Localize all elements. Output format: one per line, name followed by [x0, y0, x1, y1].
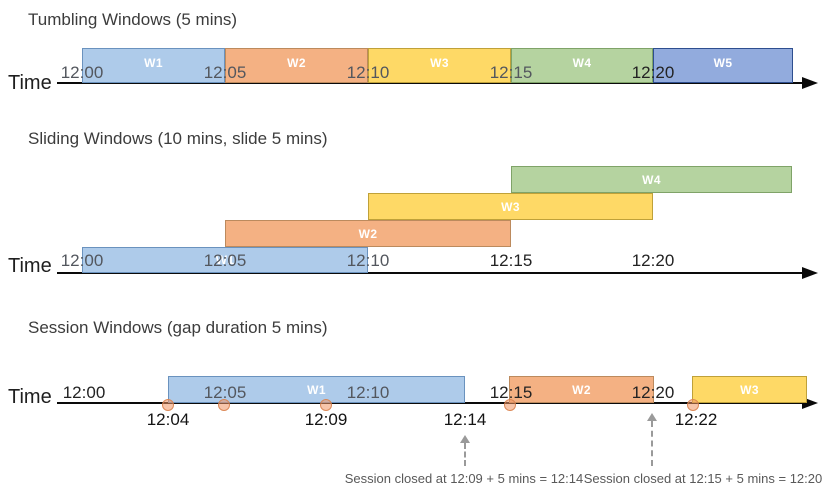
sliding-tick: 12:10	[346, 251, 390, 270]
session-tick: 12:20	[631, 383, 675, 402]
window-label: W1	[307, 382, 326, 397]
tumbling-time-axis-label: Time	[8, 72, 52, 94]
event-time-label: 12:22	[674, 410, 718, 429]
sliding-tick: 12:15	[489, 251, 533, 270]
session-tick: 12:15	[489, 383, 533, 402]
event-dot	[687, 399, 699, 411]
tumbling-timeline	[57, 82, 803, 84]
tumbling-tick: 12:10	[346, 63, 390, 82]
session-tick: 12:10	[346, 383, 390, 402]
event-time-label: 12:14	[443, 410, 487, 429]
session-window-w1: W1	[168, 376, 465, 403]
sliding-timeline	[57, 272, 803, 274]
window-label: W4	[642, 172, 661, 187]
session-close-arrow-icon	[647, 413, 657, 421]
tumbling-tick: 12:15	[489, 63, 533, 82]
window-label: W3	[501, 199, 520, 214]
event-dot	[162, 399, 174, 411]
sliding-tick: 12:00	[60, 251, 104, 270]
tumbling-window-w3: W3	[368, 48, 511, 83]
window-label: W2	[358, 226, 378, 241]
window-label: W3	[430, 56, 449, 70]
tumbling-window-w5: W5	[653, 48, 793, 83]
window-label: W3	[740, 382, 759, 397]
session-window-w3: W3	[692, 376, 807, 403]
tumbling-tick: 12:20	[631, 63, 675, 82]
sliding-window-w3: W3	[368, 193, 653, 220]
tumbling-window-w2: W2	[225, 48, 368, 83]
sliding-section-title: Sliding Windows (10 mins, slide 5 mins)	[28, 129, 328, 148]
session-close-arrow-icon	[460, 435, 470, 443]
tumbling-tick: 12:05	[203, 63, 247, 82]
session-close-arrow-line	[651, 421, 653, 466]
tumbling-window-w4: W4	[511, 48, 653, 83]
sliding-time-axis-label: Time	[8, 255, 52, 277]
tumbling-window-w1: W1	[82, 48, 225, 83]
event-dot	[320, 399, 332, 411]
session-section-title: Session Windows (gap duration 5 mins)	[28, 318, 328, 337]
sliding-tick: 12:20	[631, 251, 675, 270]
session-tick: 12:00	[62, 383, 106, 402]
session-close-annotation: Session closed at 12:09 + 5 mins = 12:14	[344, 471, 584, 486]
sliding-window-w2: W2	[225, 220, 511, 247]
sliding-window-w1: W1	[82, 247, 368, 273]
window-label: W4	[572, 56, 592, 70]
sliding-tick: 12:05	[203, 251, 247, 270]
tumbling-section-title: Tumbling Windows (5 mins)	[28, 10, 238, 29]
tumbling-tick: 12:00	[60, 63, 104, 82]
event-dot	[504, 399, 516, 411]
event-time-label: 12:09	[304, 410, 348, 429]
session-tick: 12:05	[203, 383, 247, 402]
event-time-label: 12:04	[146, 410, 190, 429]
sliding-timeline-arrow-icon	[802, 267, 818, 279]
window-label: W5	[713, 56, 733, 70]
window-label: W1	[215, 253, 235, 267]
sliding-window-w4: W4	[511, 166, 792, 193]
session-window-w2: W2	[509, 376, 654, 403]
session-close-arrow-line	[464, 443, 466, 466]
session-time-axis-label: Time	[8, 386, 52, 408]
window-label: W1	[144, 56, 163, 70]
session-close-annotation: Session closed at 12:15 + 5 mins = 12:20	[583, 471, 823, 486]
window-label: W2	[572, 382, 591, 397]
event-dot	[218, 399, 230, 411]
window-label: W2	[287, 56, 306, 70]
session-timeline	[57, 402, 803, 404]
tumbling-timeline-arrow-icon	[802, 77, 818, 89]
